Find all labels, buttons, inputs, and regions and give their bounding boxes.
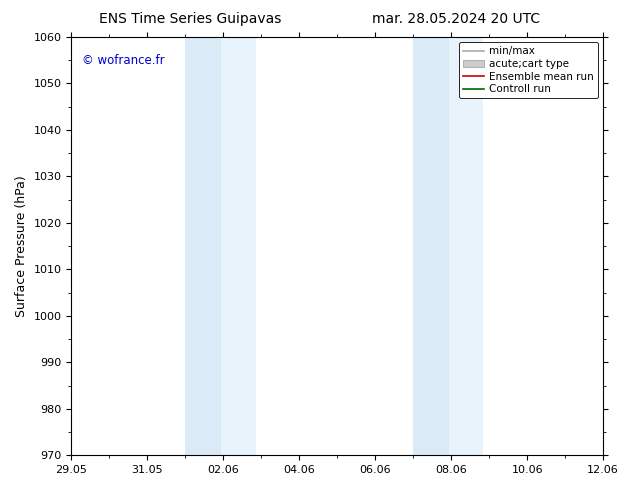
Y-axis label: Surface Pressure (hPa): Surface Pressure (hPa) (15, 175, 28, 317)
Text: ENS Time Series Guipavas: ENS Time Series Guipavas (99, 12, 281, 26)
Bar (450, 37, 484, 455)
Bar (185, 37, 221, 455)
Text: © wofrance.fr: © wofrance.fr (82, 54, 165, 67)
Bar (221, 37, 256, 455)
Bar (413, 37, 450, 455)
Legend: min/max, acute;cart type, Ensemble mean run, Controll run: min/max, acute;cart type, Ensemble mean … (459, 42, 598, 98)
Text: mar. 28.05.2024 20 UTC: mar. 28.05.2024 20 UTC (372, 12, 541, 26)
